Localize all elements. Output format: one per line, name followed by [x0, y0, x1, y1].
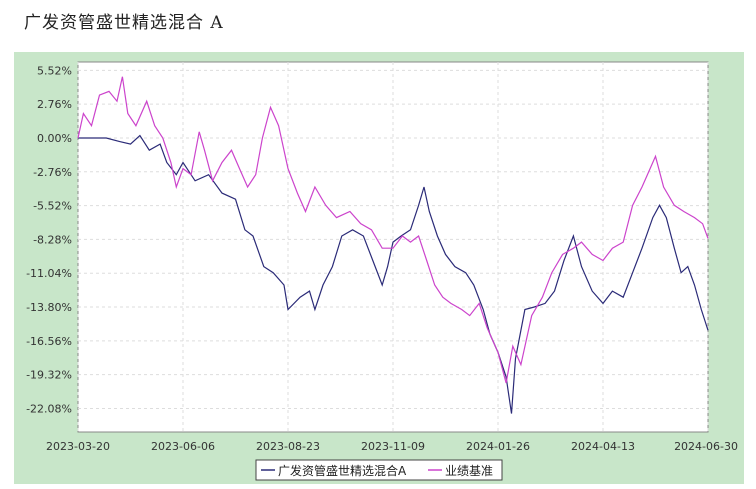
x-tick-label: 2024-06-30: [674, 440, 738, 453]
y-tick-label: 2.76%: [37, 98, 72, 111]
legend: 广发资管盛世精选混合A 业绩基准: [255, 459, 503, 481]
y-tick-label: -5.52%: [33, 200, 72, 213]
x-tick-label: 2024-01-26: [466, 440, 530, 453]
x-tick-label: 2024-04-13: [571, 440, 635, 453]
chart-panel: 5.52% 2.76% 0.00% -2.76% -5.52% -8.28% -11.04%…: [14, 52, 744, 484]
legend-label-fund: 广发资管盛世精选混合A: [278, 463, 407, 478]
line-chart: 5.52% 2.76% 0.00% -2.76% -5.52% -8.28% -11.04%…: [26, 61, 738, 481]
y-axis-ticks: 5.52% 2.76% 0.00% -2.76% -5.52% -8.28% -11.04%…: [26, 64, 72, 415]
y-tick-label: -19.32%: [26, 369, 72, 382]
x-tick-label: 2023-03-20: [46, 440, 110, 453]
y-tick-label: 5.52%: [37, 64, 72, 77]
y-tick-label: -11.04%: [26, 267, 72, 280]
series-line-benchmark: [77, 76, 709, 384]
series-line-fund: [78, 134, 709, 414]
x-tick-label: 2023-11-09: [361, 440, 425, 453]
y-tick-label: -13.80%: [26, 301, 72, 314]
grid-lines: [77, 62, 709, 432]
series-lines: [77, 76, 709, 414]
y-tick-label: 0.00%: [37, 132, 72, 145]
page-title: 广发资管盛世精选混合 A: [24, 13, 224, 33]
y-tick-label: -8.28%: [33, 233, 72, 246]
y-tick-label: -22.08%: [26, 402, 72, 415]
y-tick-label: -16.56%: [26, 335, 72, 348]
x-tick-label: 2023-08-23: [256, 440, 320, 453]
x-tick-label: 2023-06-06: [151, 440, 215, 453]
x-axis-ticks: 2023-03-20 2023-06-06 2023-08-23 2023-11-09…: [46, 440, 738, 453]
legend-box: [255, 459, 503, 481]
y-tick-label: -2.76%: [33, 166, 72, 179]
legend-label-benchmark: 业绩基准: [445, 464, 493, 478]
